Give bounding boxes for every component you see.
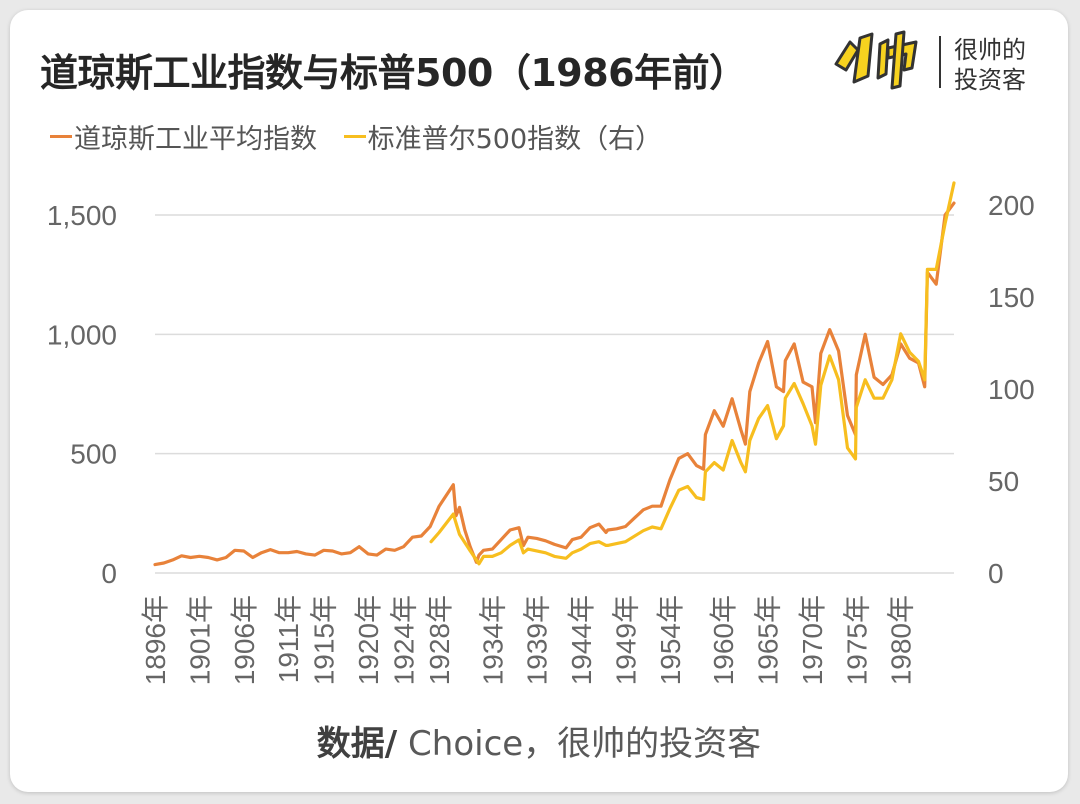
- x-tick-label: 1960年: [708, 595, 739, 685]
- logo-text-line2: 投资客: [954, 66, 1026, 94]
- legend-swatch-sp500: [343, 135, 366, 138]
- legend-label-sp500: 标准普尔500指数（右）: [367, 124, 663, 155]
- x-tick-label: 1901年: [184, 595, 215, 685]
- series-line-dow: [153, 201, 956, 567]
- right-y-tick-label: 50: [988, 466, 1019, 497]
- x-tick-label: 1965年: [753, 595, 784, 685]
- x-tick-label: 1939年: [522, 595, 553, 685]
- line-chart: 0 500 1,000 1,500 0 50 100 150 200 1896年 1901年 19…: [47, 181, 1035, 685]
- x-tick-label: 1949年: [611, 595, 642, 685]
- legend-label-dow: 道琼斯工业平均指数: [74, 124, 317, 155]
- series-line-sp500: [429, 181, 956, 566]
- brand-logo: 很帅的 投资客: [834, 30, 1026, 94]
- series-lines: [153, 181, 956, 567]
- x-tick-label: 1915年: [309, 595, 340, 685]
- right-y-tick-label: 150: [988, 282, 1035, 313]
- right-y-tick-label: 0: [988, 558, 1004, 589]
- x-tick-label: 1934年: [477, 595, 508, 685]
- x-tick-label: 1944年: [566, 595, 597, 685]
- chart-card: 道琼斯工业指数与标普500（1986年前） 很帅的 投资客 道琼斯工业平均指数 …: [10, 10, 1068, 792]
- right-y-tick-label: 200: [988, 190, 1035, 221]
- x-tick-label: 1920年: [353, 595, 384, 685]
- gridlines: [155, 214, 954, 574]
- source-text: Choice，很帅的投资客: [397, 724, 762, 764]
- legend-item-sp500: 标准普尔500指数（右）: [343, 117, 663, 156]
- left-y-tick-label: 1,000: [47, 319, 117, 350]
- x-tick-label: 1896年: [140, 595, 171, 685]
- legend-item-dow: 道琼斯工业平均指数: [50, 117, 317, 156]
- x-tick-label: 1924年: [389, 595, 420, 685]
- x-tick-label: 1970年: [797, 595, 828, 685]
- shuai-logo-icon: [834, 30, 918, 90]
- source-note: 数据/ Choice，很帅的投资客: [10, 716, 1068, 765]
- x-tick-label: 1928年: [424, 595, 455, 685]
- right-y-tick-label: 100: [988, 374, 1035, 405]
- x-tick-label: 1911年: [273, 595, 304, 683]
- right-y-axis: 0 50 100 150 200: [988, 190, 1035, 589]
- x-tick-label: 1954年: [655, 595, 686, 685]
- x-tick-label: 1980年: [886, 595, 917, 685]
- x-tick-label: 1975年: [841, 595, 872, 685]
- left-y-tick-label: 1,500: [47, 200, 117, 231]
- left-y-tick-label: 500: [70, 439, 117, 470]
- chart-legend: 道琼斯工业平均指数 标准普尔500指数（右）: [50, 114, 680, 156]
- x-axis: 1896年 1901年 1906年 1911年 1915年 1920年 1924年 1928年…: [140, 595, 917, 685]
- chart-title: 道琼斯工业指数与标普500（1986年前）: [40, 51, 747, 95]
- left-y-axis: 0 500 1,000 1,500: [47, 200, 117, 589]
- legend-swatch-dow: [50, 135, 72, 138]
- logo-text-line1: 很帅的: [954, 36, 1026, 64]
- x-tick-label: 1906年: [229, 595, 260, 685]
- left-y-tick-label: 0: [101, 558, 117, 589]
- source-prefix: 数据/: [316, 724, 398, 764]
